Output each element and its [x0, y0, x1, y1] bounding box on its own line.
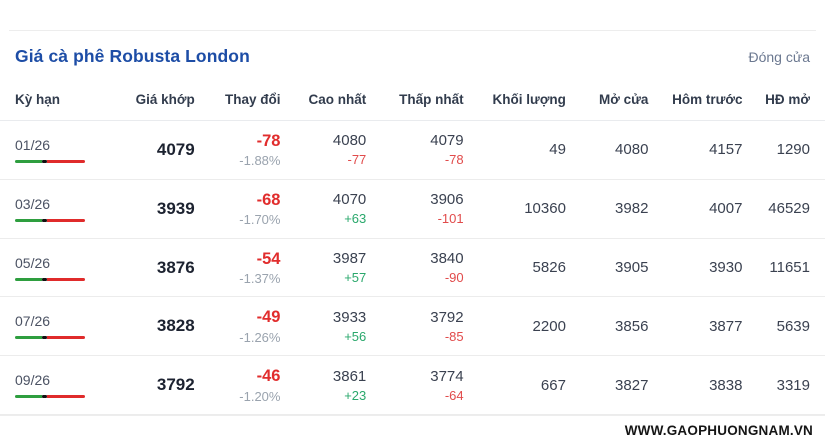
term-label: 07/26: [15, 313, 51, 330]
top-divider: [9, 30, 816, 31]
open-value: 3856: [565, 296, 649, 357]
column-header-high: Cao nhất: [280, 80, 367, 121]
previous-value: 4007: [648, 179, 743, 239]
high-delta: +63: [344, 211, 367, 227]
column-header-volume: Khối lượng: [463, 80, 566, 121]
matched-price: 3828: [156, 316, 195, 336]
matched-price: 3876: [156, 257, 195, 277]
open-interest-value: 46529: [742, 179, 825, 239]
previous-value: 4157: [648, 120, 743, 180]
table-row: 03/26 3939 -68 -1.70% 4070 +63 3906 -101…: [0, 179, 825, 239]
open-value: 3982: [565, 179, 649, 239]
matched-price: 4079: [156, 139, 195, 159]
term-label: 03/26: [15, 195, 51, 212]
table-header-row: Kỳ hạn Giá khớp Thay đổi Cao nhất Thấp n…: [0, 80, 825, 121]
change-value: -68: [256, 190, 281, 209]
range-bar-icon: [15, 218, 85, 222]
open-interest-value: 3319: [742, 355, 825, 416]
low-delta: -101: [437, 211, 464, 227]
low-value: 3774: [430, 367, 464, 385]
open-value: 4080: [565, 120, 649, 180]
high-value: 3987: [332, 249, 367, 267]
open-interest-value: 1290: [742, 120, 825, 180]
table-row: 05/26 3876 -54 -1.37% 3987 +57 3840 -90 …: [0, 238, 825, 298]
column-header-matched-price: Giá khớp: [110, 80, 195, 121]
volume-value: 2200: [463, 296, 566, 357]
open-interest-value: 11651: [742, 238, 825, 298]
change-percent: -1.37%: [239, 270, 281, 286]
low-value: 3840: [430, 249, 464, 267]
range-bar-icon: [15, 159, 85, 163]
change-percent: -1.88%: [239, 153, 281, 169]
page-title: Giá cà phê Robusta London: [15, 46, 250, 66]
high-value: 3933: [332, 308, 367, 326]
term-label: 05/26: [15, 254, 51, 271]
previous-value: 3877: [648, 296, 743, 357]
table-row: 01/26 4079 -78 -1.88% 4080 -77 4079 -78 …: [0, 120, 825, 180]
change-percent: -1.70%: [239, 212, 281, 228]
low-value: 3792: [430, 308, 464, 326]
change-value: -49: [256, 308, 281, 327]
change-percent: -1.26%: [239, 329, 281, 345]
high-delta: +23: [344, 387, 367, 403]
previous-value: 3838: [648, 355, 743, 416]
volume-value: 5826: [463, 238, 566, 298]
matched-price: 3939: [156, 198, 195, 218]
table-row: 07/26 3828 -49 -1.26% 3933 +56 3792 -85 …: [0, 296, 825, 357]
column-header-previous: Hôm trước: [648, 80, 743, 121]
low-delta: -64: [444, 387, 464, 403]
term-label: 09/26: [15, 372, 51, 389]
matched-price: 3792: [156, 375, 195, 395]
previous-value: 3930: [648, 238, 743, 298]
volume-value: 667: [463, 355, 566, 416]
high-value: 3861: [332, 367, 367, 385]
change-value: -54: [256, 249, 281, 268]
column-header-term: Kỳ hạn: [0, 80, 111, 121]
change-value: -46: [256, 367, 281, 386]
high-delta: +57: [344, 269, 367, 285]
column-header-open: Mở cửa: [565, 80, 649, 121]
high-delta: +56: [344, 328, 367, 344]
change-value: -78: [256, 132, 281, 150]
high-delta: -77: [347, 152, 367, 168]
volume-value: 49: [463, 120, 566, 180]
open-value: 3905: [565, 238, 649, 298]
column-header-open-interest: HĐ mở: [742, 80, 825, 121]
range-bar-icon: [15, 277, 85, 281]
low-delta: -90: [444, 269, 464, 285]
column-header-low: Thấp nhất: [366, 80, 464, 121]
change-percent: -1.20%: [239, 388, 281, 404]
low-delta: -78: [444, 152, 464, 168]
low-delta: -85: [444, 328, 464, 344]
high-value: 4080: [332, 132, 367, 150]
range-bar-icon: [15, 395, 85, 399]
table-row: 09/26 3792 -46 -1.20% 3861 +23 3774 -64 …: [0, 355, 825, 416]
close-price-label: Đóng cửa: [748, 48, 810, 65]
top-strip: [0, 0, 825, 30]
range-bar-icon: [15, 336, 85, 340]
site-watermark: WWW.GAOPHUONGNAM.VN: [624, 423, 813, 439]
column-header-change: Thay đổi: [194, 80, 281, 121]
open-interest-value: 5639: [742, 296, 825, 357]
open-value: 3827: [565, 355, 649, 416]
high-value: 4070: [332, 191, 367, 209]
term-label: 01/26: [15, 136, 51, 153]
volume-value: 10360: [463, 179, 566, 239]
board-header: Giá cà phê Robusta London Đóng cửa: [0, 31, 825, 80]
low-value: 4079: [430, 132, 464, 150]
board-footer: WWW.GAOPHUONGNAM.VN: [0, 415, 825, 440]
low-value: 3906: [430, 191, 464, 209]
price-table: Kỳ hạn Giá khớp Thay đổi Cao nhất Thấp n…: [0, 80, 825, 416]
